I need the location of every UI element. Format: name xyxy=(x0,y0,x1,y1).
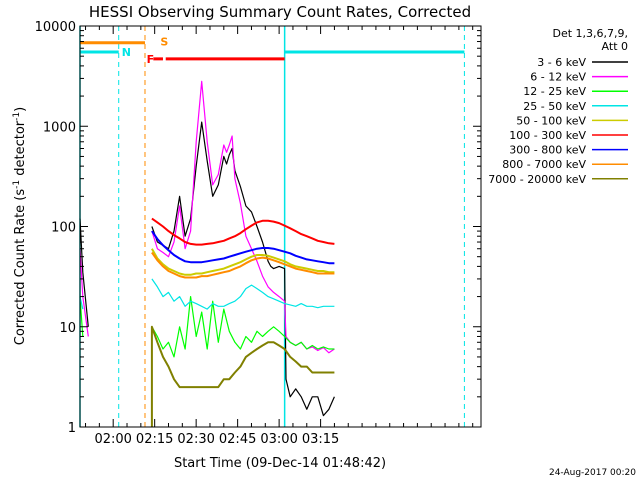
series-line xyxy=(79,278,335,310)
series-line xyxy=(79,80,335,354)
legend-label: 800 - 7000 keV xyxy=(502,158,586,171)
y-tick-label: 10000 xyxy=(35,20,76,35)
chart-title: HESSI Observing Summary Count Rates, Cor… xyxy=(89,3,471,21)
legend-label: 50 - 100 keV xyxy=(516,114,586,127)
flag-marker-label: N xyxy=(122,46,131,59)
x-tick-label: 03:00 xyxy=(260,432,297,447)
legend-label: 100 - 300 keV xyxy=(509,129,586,142)
x-axis-label: Start Time (09-Dec-14 01:48:42) xyxy=(174,456,386,471)
date-stamp: 24-Aug-2017 00:20 xyxy=(549,468,636,478)
y-axis: 1 10 100 1000 10000 xyxy=(35,20,481,436)
plot-area: N SF xyxy=(79,26,465,427)
legend: Det 1,3,6,7,9, Att 0 3 - 6 keV 6 - 12 keV… xyxy=(488,27,628,186)
legend-label: 7000 - 20000 keV xyxy=(488,173,586,186)
y-tick-label: 100 xyxy=(51,221,76,236)
flag-marker-label: F xyxy=(147,53,155,66)
y-axis-label: Corrected Count Rate (s-1 detector-1) xyxy=(12,107,28,345)
x-tick-label: 02:30 xyxy=(177,432,214,447)
x-tick-label: 02:15 xyxy=(136,432,173,447)
series-line xyxy=(151,230,335,265)
legend-attenuator: Att 0 xyxy=(602,40,628,53)
y-tick-label: 1000 xyxy=(43,120,76,135)
x-tick-label: 02:00 xyxy=(94,432,131,447)
y-tick-label: 10 xyxy=(59,321,76,336)
x-axis: 02:00 02:15 02:30 02:45 03:00 03:15 xyxy=(85,26,474,447)
legend-label: 12 - 25 keV xyxy=(523,85,586,98)
plot-frame xyxy=(79,25,482,428)
y-tick-label: 1 xyxy=(68,421,76,436)
legend-label: 300 - 800 keV xyxy=(509,144,586,157)
legend-label: 3 - 6 keV xyxy=(537,56,586,69)
series-line xyxy=(151,217,335,246)
legend-label: 25 - 50 keV xyxy=(523,100,586,113)
legend-label: 6 - 12 keV xyxy=(530,71,586,84)
legend-header: Det 1,3,6,7,9, xyxy=(552,27,628,40)
x-tick-label: 03:15 xyxy=(302,432,339,447)
series-line xyxy=(150,325,335,427)
flag-marker-label: S xyxy=(160,36,168,49)
series-line xyxy=(151,248,335,276)
series-line xyxy=(151,251,335,279)
x-tick-label: 02:45 xyxy=(219,432,256,447)
